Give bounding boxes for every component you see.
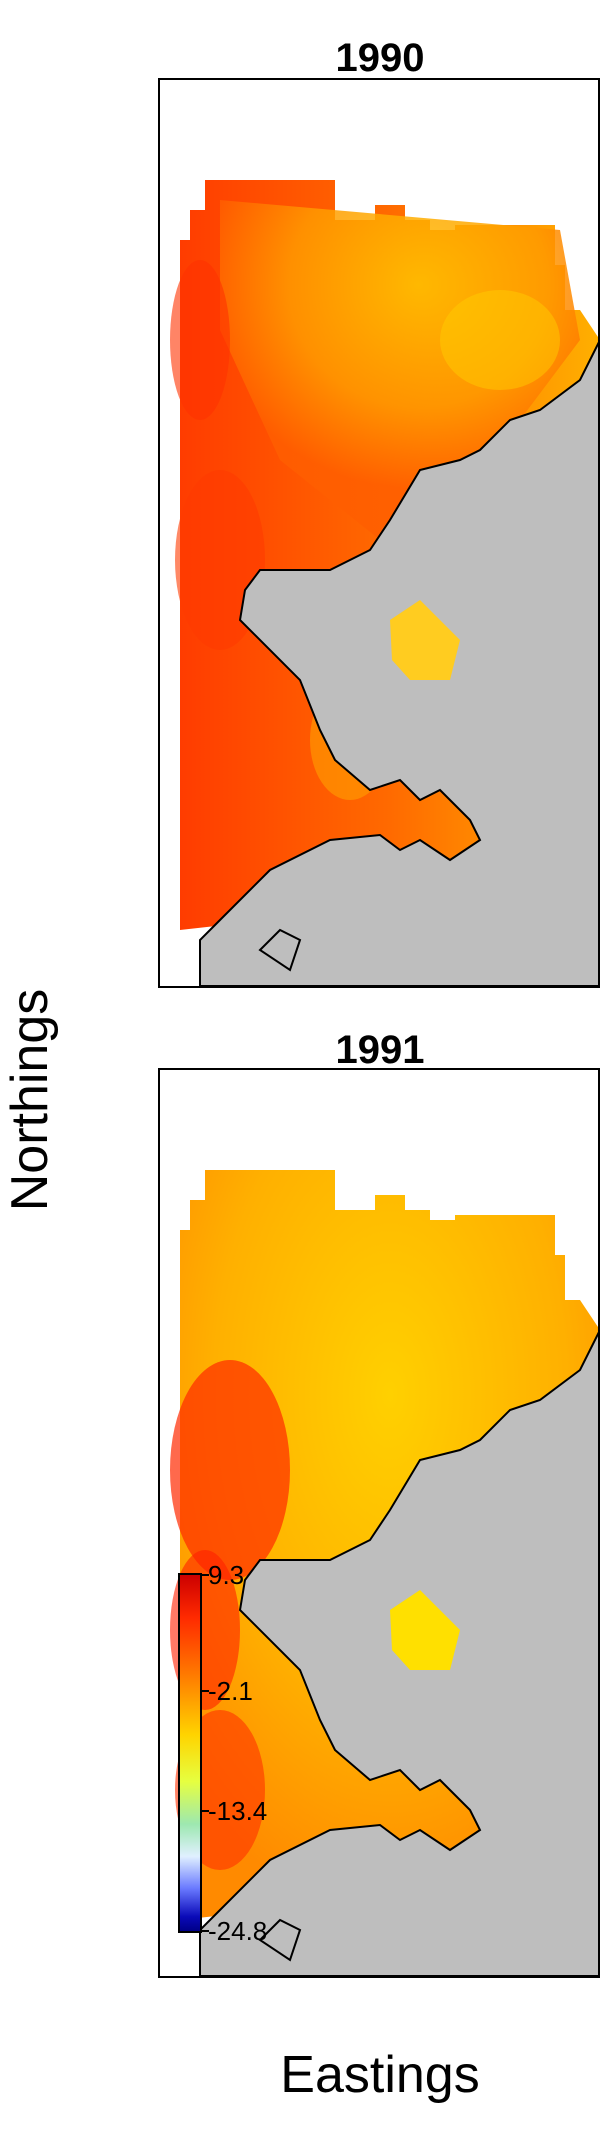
colorbar-tick [201,1810,209,1812]
panel-title-1990: 1990 [335,36,425,80]
map-panel-1990 [158,78,600,988]
map-1991 [170,1170,598,1976]
y-axis-label-text: Northings [1,988,59,1212]
panel-title-1991: 1991 [335,1028,425,1072]
colorbar-label-max: 9.3 [208,1560,245,1590]
colorbar-label-mid-low: -13.4 [208,1796,268,1826]
colorbar-tick [201,1930,209,1932]
x-axis-label: Eastings [280,2046,480,2104]
colorbar-tick [201,1690,209,1692]
colorbar [178,1573,202,1933]
map-panel-1991 [158,1068,600,1978]
colorbar-label-min: -24.8 [208,1916,268,1946]
colorbar-tick [201,1574,209,1576]
colorbar-label-mid-high: -2.1 [208,1676,253,1706]
map-1990 [170,180,598,986]
